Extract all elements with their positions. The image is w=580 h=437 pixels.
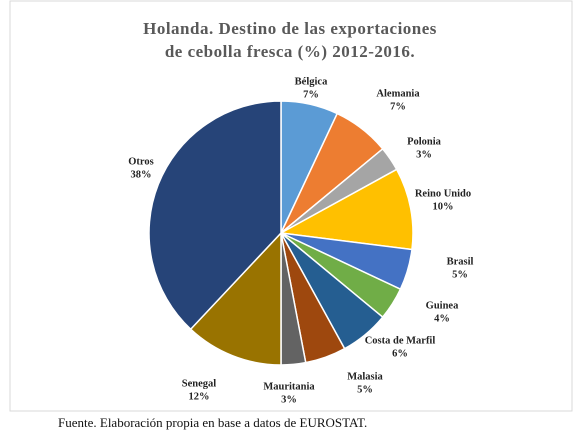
slice-value-label: 7% <box>390 101 406 112</box>
chart-title: Holanda. Destino de las exportaciones <box>143 19 437 38</box>
slice-value-label: 4% <box>434 313 450 324</box>
slice-value-label: 3% <box>416 149 432 160</box>
slice-label: Otros <box>128 156 153 167</box>
slice-value-label: 5% <box>452 269 468 280</box>
slice-label: Malasia <box>347 371 383 382</box>
slice-value-label: 5% <box>357 384 373 395</box>
source-note: Fuente. Elaboración propia en base a dat… <box>58 415 367 430</box>
slice-label: Reino Unido <box>415 188 471 199</box>
slice-label: Polonia <box>407 136 442 147</box>
slice-value-label: 12% <box>189 391 210 402</box>
slice-value-label: 3% <box>281 394 297 405</box>
slice-label: Senegal <box>182 378 217 389</box>
slice-value-label: 38% <box>131 169 152 180</box>
slice-value-label: 6% <box>392 348 408 359</box>
slice-label: Alemania <box>376 88 420 99</box>
chart-title: de cebolla fresca (%) 2012-2016. <box>165 42 415 61</box>
slice-value-label: 7% <box>303 89 319 100</box>
pie-slice <box>189 231 282 366</box>
slice-value-label: 10% <box>433 201 454 212</box>
pie-slice <box>278 168 414 251</box>
slice-label: Bélgica <box>295 76 328 87</box>
slice-label: Costa de Marfil <box>365 335 436 346</box>
slice-label: Guinea <box>426 300 459 311</box>
slice-label: Mauritania <box>263 381 315 392</box>
slice-label: Brasil <box>447 256 474 267</box>
pie-slice <box>148 100 282 331</box>
